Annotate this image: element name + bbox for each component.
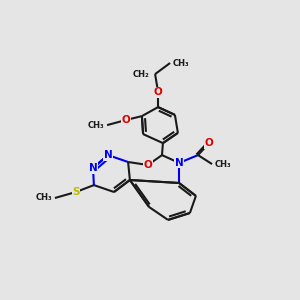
Text: CH₃: CH₃ — [215, 160, 232, 169]
Text: S: S — [72, 187, 80, 197]
Text: CH₃: CH₃ — [88, 121, 104, 130]
Text: O: O — [154, 87, 163, 97]
Text: CH₃: CH₃ — [173, 58, 190, 68]
Text: N: N — [103, 150, 112, 160]
Text: O: O — [205, 138, 214, 148]
Text: O: O — [143, 160, 152, 170]
Text: N: N — [88, 163, 98, 173]
Text: N: N — [175, 158, 184, 168]
Text: O: O — [122, 115, 130, 125]
Text: CH₂: CH₂ — [132, 70, 149, 79]
Text: CH₃: CH₃ — [35, 194, 52, 202]
